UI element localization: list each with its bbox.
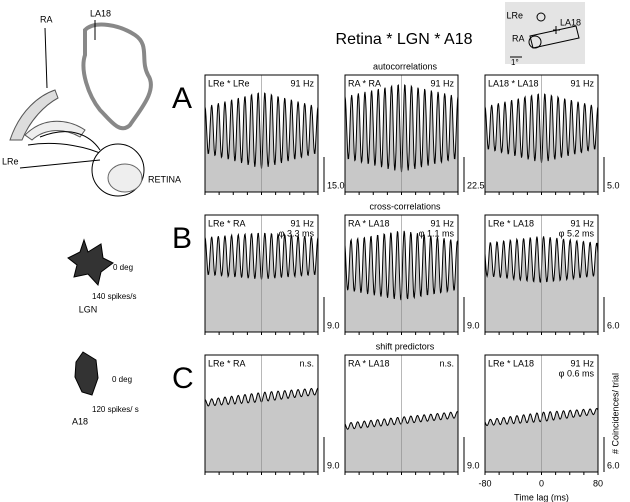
pointer bbox=[44, 27, 48, 89]
panel-info: 91 Hz bbox=[430, 218, 454, 228]
panel-info: 91 Hz bbox=[570, 218, 594, 228]
panel-info: φ 5.2 ms bbox=[559, 228, 595, 238]
panel-info: 91 Hz bbox=[290, 218, 314, 228]
panel-name: RA * RA bbox=[348, 78, 381, 88]
panel-name: LRe * LRe bbox=[208, 78, 250, 88]
cortex bbox=[81, 22, 153, 131]
histogram-fill bbox=[205, 93, 318, 192]
polar-rate: 120 spikes/ s bbox=[92, 405, 139, 414]
polar-rate: 140 spikes/s bbox=[92, 292, 136, 301]
panel-info: n.s. bbox=[439, 358, 454, 368]
panel-info: 91 Hz bbox=[570, 78, 594, 88]
inset-label: RA bbox=[512, 33, 525, 43]
row-letter: B bbox=[172, 222, 192, 255]
optic-tract bbox=[27, 142, 105, 156]
anatomy-label: LA18 bbox=[90, 8, 111, 18]
panel-info: φ 0.6 ms bbox=[559, 368, 595, 378]
row-heading: cross-correlations bbox=[369, 201, 441, 211]
scale-label: 15.0 bbox=[327, 180, 345, 190]
panel-info: 91 Hz bbox=[290, 78, 314, 88]
panel-name: LRe * LA18 bbox=[488, 358, 534, 368]
polar-shape bbox=[74, 351, 99, 396]
anatomy-label: LRe bbox=[2, 156, 19, 166]
x-axis-label: Time lag (ms) bbox=[514, 492, 569, 502]
panel-name: RA * LA18 bbox=[348, 218, 390, 228]
y-axis-label: # Coincidences/ trial bbox=[610, 373, 620, 454]
inset: LRe LA18 RA 1° bbox=[505, 2, 585, 67]
histogram-fill bbox=[345, 85, 458, 192]
row-letter: A bbox=[172, 82, 192, 115]
row-heading: autocorrelations bbox=[373, 61, 438, 71]
polar-a18: 0 deg 120 spikes/ s A18 bbox=[72, 351, 139, 426]
scale-label: 9.0 bbox=[467, 460, 480, 470]
scale-label: 6.0 bbox=[607, 460, 620, 470]
polar-shape bbox=[67, 238, 114, 287]
polar-direction: 0 deg bbox=[113, 263, 133, 272]
anatomy: RA LA18 LRe RETINA bbox=[2, 8, 181, 197]
panel-name: RA * LA18 bbox=[348, 358, 390, 368]
polar-name: A18 bbox=[72, 416, 88, 426]
scale-label: 6.0 bbox=[607, 320, 620, 330]
panel-info: 91 Hz bbox=[570, 358, 594, 368]
scale-label: 9.0 bbox=[467, 320, 480, 330]
polar-direction: 0 deg bbox=[112, 375, 132, 384]
panel-info: 91 Hz bbox=[430, 78, 454, 88]
panel-name: LRe * RA bbox=[208, 358, 246, 368]
row-heading: shift predictors bbox=[376, 341, 435, 351]
panel-name: LRe * RA bbox=[208, 218, 246, 228]
panel-name: LA18 * LA18 bbox=[488, 78, 539, 88]
rf-circle bbox=[536, 12, 546, 22]
scale-label: 9.0 bbox=[327, 460, 340, 470]
panel-info: n.s. bbox=[299, 358, 314, 368]
anatomy-label: RETINA bbox=[148, 174, 181, 184]
optic-tract bbox=[39, 131, 101, 151]
polar-name: LGN bbox=[79, 304, 98, 314]
inset-scale: 1° bbox=[511, 58, 519, 67]
x-tick-label: -80 bbox=[478, 478, 491, 488]
lens bbox=[107, 163, 143, 193]
lgn bbox=[9, 89, 59, 141]
anatomy-label: RA bbox=[40, 14, 53, 24]
panel-info: φ 1.1 ms bbox=[419, 228, 455, 238]
figure-title: Retina * LGN * A18 bbox=[336, 31, 473, 48]
histogram-fill bbox=[485, 94, 598, 192]
x-tick-label: 0 bbox=[539, 478, 544, 488]
panel-info: φ 3.3 ms bbox=[279, 228, 315, 238]
rf-bar bbox=[529, 25, 580, 49]
polar-lgn: 0 deg 140 spikes/s LGN bbox=[67, 238, 136, 314]
inset-label: LRe bbox=[506, 10, 523, 20]
pointer bbox=[19, 159, 101, 169]
scale-label: 5.0 bbox=[607, 180, 620, 190]
scale-label: 9.0 bbox=[327, 320, 340, 330]
inset-label: LA18 bbox=[560, 17, 581, 27]
x-tick-label: 80 bbox=[593, 478, 603, 488]
lgn bbox=[24, 120, 86, 141]
row-letter: C bbox=[172, 362, 194, 395]
panel-name: LRe * LA18 bbox=[488, 218, 534, 228]
scale-label: 22.5 bbox=[467, 180, 485, 190]
